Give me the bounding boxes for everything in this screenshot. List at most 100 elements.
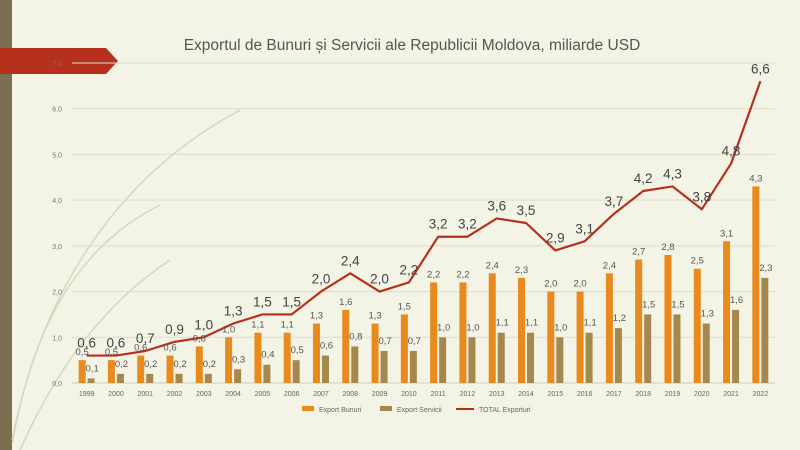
bar-export-bunuri [400, 314, 408, 383]
x-tick-label: 2011 [431, 391, 446, 398]
x-tick-label: 2019 [665, 391, 681, 398]
label-export-bunuri: 2,5 [691, 256, 704, 267]
label-export-bunuri: 0,6 [163, 343, 176, 354]
label-export-bunuri: 1,6 [339, 297, 352, 308]
label-export-servicii: 1,5 [671, 299, 684, 310]
legend-export-bunuri-label: Export Bunuri [319, 407, 362, 414]
gridlines [72, 62, 775, 384]
legend-export-bunuri-swatch [302, 406, 314, 411]
label-export-servicii: 1,2 [613, 313, 626, 324]
label-total-exporturi: 2,0 [312, 272, 331, 287]
bar-export-bunuri [605, 273, 613, 383]
label-export-servicii: 0,7 [378, 336, 391, 347]
label-total-exporturi: 1,5 [282, 294, 301, 309]
decor-curve-2 [11, 204, 161, 446]
label-export-bunuri: 0,5 [76, 347, 89, 358]
label-total-exporturi: 0,6 [77, 336, 96, 351]
x-tick-label: 2001 [137, 391, 153, 398]
label-total-exporturi: 4,3 [663, 166, 682, 181]
x-tick-label: 2004 [225, 391, 241, 398]
label-export-bunuri: 2,3 [515, 265, 528, 276]
label-export-bunuri: 1,1 [281, 320, 294, 331]
label-export-bunuri: 2,0 [544, 279, 557, 290]
x-tick-label: 2008 [342, 391, 358, 398]
bar-export-bunuri [635, 259, 643, 383]
x-tick-label: 2018 [635, 391, 651, 398]
x-tick-label: 2022 [753, 391, 769, 398]
label-export-bunuri: 1,3 [310, 311, 323, 322]
label-export-bunuri: 0,5 [105, 347, 118, 358]
label-total-exporturi: 2,2 [399, 262, 418, 277]
label-export-servicii: 1,5 [642, 299, 655, 310]
y-axis-ticks: 0,0 1,0 2,0 3,0 4,0 5,0 6,0 7,0 [52, 61, 62, 388]
bar-export-bunuri [342, 309, 350, 383]
label-export-servicii: 1,0 [437, 322, 450, 333]
label-total-exporturi: 3,6 [487, 198, 506, 213]
bar-export-bunuri [254, 332, 262, 383]
bar-export-servicii [87, 378, 95, 383]
y-tick-label: 6,0 [52, 107, 62, 114]
x-axis-ticks: 1999 2000 2001 2002 2003 2004 2005 2006 2007 2008… [79, 391, 768, 398]
bar-export-bunuri [312, 323, 320, 383]
label-export-servicii: 1,3 [701, 309, 714, 320]
label-total-exporturi: 1,0 [194, 317, 213, 332]
bar-export-servicii [556, 337, 564, 383]
label-export-servicii: 1,0 [466, 322, 479, 333]
x-tick-label: 2005 [255, 391, 271, 398]
label-export-bunuri: 2,4 [603, 260, 616, 271]
label-total-exporturi: 3,5 [517, 203, 536, 218]
bar-export-bunuri [518, 277, 526, 383]
bar-export-servicii [292, 360, 300, 383]
label-total-exporturi: 0,7 [136, 331, 155, 346]
label-total-exporturi: 2,0 [370, 272, 389, 287]
x-tick-label: 1999 [79, 391, 95, 398]
label-total-exporturi: 4,2 [634, 171, 653, 186]
bar-export-bunuri [752, 186, 760, 383]
bar-export-bunuri [78, 360, 86, 383]
label-export-bunuri: 1,0 [222, 324, 235, 335]
label-export-bunuri: 2,2 [456, 269, 469, 280]
x-tick-label: 2002 [167, 391, 183, 398]
x-tick-label: 2020 [694, 391, 710, 398]
bar-export-servicii [234, 369, 242, 383]
bar-export-bunuri [195, 346, 203, 383]
bar-export-bunuri [107, 360, 115, 383]
bar-export-bunuri [488, 273, 496, 383]
label-total-exporturi: 3,2 [429, 217, 448, 232]
bar-export-servicii [732, 309, 740, 383]
bar-export-servicii [527, 332, 535, 383]
bar-export-servicii [702, 323, 710, 383]
bar-export-servicii [146, 373, 154, 383]
bar-export-servicii [439, 337, 447, 383]
label-export-servicii: 2,3 [759, 263, 772, 274]
data-labels: 0,50,10,50,20,60,20,60,20,80,21,00,31,10… [76, 61, 773, 374]
label-total-exporturi: 2,9 [546, 230, 565, 245]
label-export-servicii: 0,5 [291, 345, 304, 356]
x-tick-label: 2016 [577, 391, 593, 398]
label-total-exporturi: 1,5 [253, 294, 272, 309]
x-tick-label: 2013 [489, 391, 505, 398]
bar-export-servicii [380, 351, 388, 383]
label-export-servicii: 0,3 [232, 354, 245, 365]
bar-export-bunuri [371, 323, 379, 383]
label-export-bunuri: 1,5 [398, 301, 411, 312]
bar-export-servicii [351, 346, 359, 383]
y-tick-label: 7,0 [52, 61, 62, 68]
label-export-servicii: 0,8 [349, 331, 362, 342]
label-export-bunuri: 1,1 [251, 320, 264, 331]
label-export-bunuri: 2,2 [427, 269, 440, 280]
x-tick-label: 2012 [460, 391, 476, 398]
y-tick-label: 3,0 [52, 244, 62, 251]
bar-export-servicii [263, 364, 271, 383]
chart-title: Exportul de Bunuri și Servicii ale Repub… [184, 37, 641, 54]
bar-export-bunuri [430, 282, 438, 383]
label-export-servicii: 0,6 [320, 341, 333, 352]
bar-export-bunuri [576, 291, 584, 383]
total-exporturi-line [86, 80, 762, 357]
y-tick-label: 5,0 [52, 152, 62, 159]
x-tick-label: 2010 [401, 391, 417, 398]
x-tick-label: 2000 [108, 391, 124, 398]
label-export-bunuri: 4,3 [749, 173, 762, 184]
label-export-servicii: 0,1 [86, 363, 99, 374]
